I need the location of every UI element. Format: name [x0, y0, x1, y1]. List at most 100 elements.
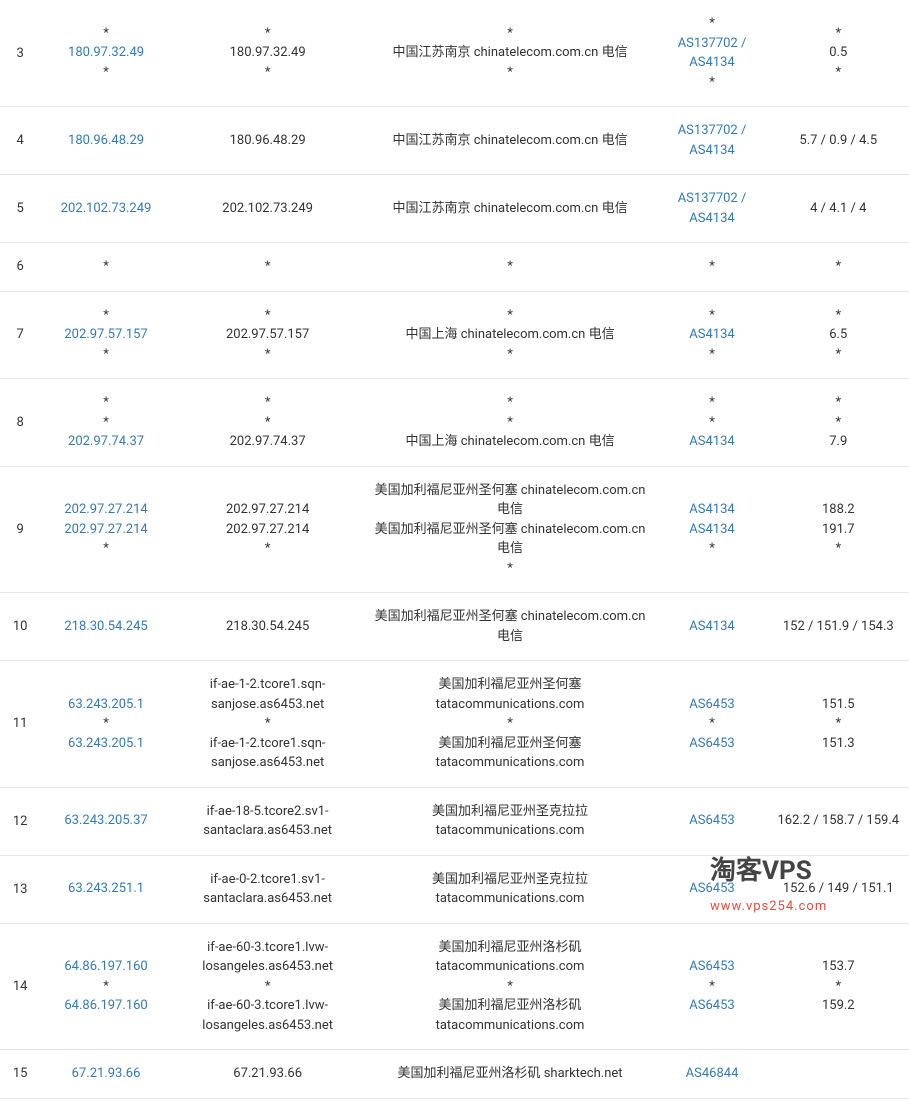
- ip-cell-link[interactable]: 63.243.205.1: [68, 736, 144, 751]
- location-cell-text: 美国加利福尼亚州洛杉矶 tatacommunications.com: [436, 998, 585, 1033]
- asn-cell-link[interactable]: AS4134: [689, 502, 734, 517]
- asn-cell-link[interactable]: AS6453: [689, 881, 734, 896]
- asn-cell-link[interactable]: AS6453: [689, 998, 734, 1013]
- hop-number: 13: [0, 855, 40, 923]
- host-cell: *: [172, 243, 364, 292]
- rtt-cell-text: *: [835, 415, 841, 430]
- location-cell-text: *: [507, 26, 513, 41]
- rtt-cell-text: *: [835, 347, 841, 362]
- asn-cell-text: *: [709, 259, 715, 274]
- asn-cell-link[interactable]: AS4134: [689, 619, 734, 634]
- table-row: 9202.97.27.214202.97.27.214*202.97.27.21…: [0, 466, 909, 593]
- rtt-cell-text: 162.2 / 158.7 / 159.4: [777, 813, 899, 828]
- location-cell-text: *: [507, 716, 513, 731]
- hop-number: 11: [0, 661, 40, 788]
- location-cell: 美国加利福尼亚州圣何塞 chinatelecom.com.cn 电信: [364, 593, 657, 661]
- asn-cell-text: *: [709, 541, 715, 556]
- asn-cell-link[interactable]: AS6453: [689, 813, 734, 828]
- location-cell: *中国上海 chinatelecom.com.cn 电信*: [364, 291, 657, 379]
- ip-cell: * 180.97.32.49 *: [40, 0, 171, 107]
- ip-cell-text: *: [103, 415, 109, 430]
- hop-number: 5: [0, 175, 40, 243]
- ip-cell-text: *: [103, 259, 109, 274]
- ip-cell-link[interactable]: 64.86.197.160: [64, 959, 147, 974]
- asn-cell: AS6453 * AS6453: [656, 923, 767, 1050]
- ip-cell-link[interactable]: 218.30.54.245: [64, 619, 147, 634]
- asn-cell-link[interactable]: AS137702 / AS4134: [678, 123, 747, 158]
- ip-cell-text: *: [103, 395, 109, 410]
- asn-cell-text: *: [709, 347, 715, 362]
- rtt-cell-text: *: [835, 26, 841, 41]
- ip-cell-link[interactable]: 63.243.251.1: [68, 881, 144, 896]
- host-cell-text: *: [265, 395, 271, 410]
- asn-cell-link[interactable]: AS137702 / AS4134: [678, 36, 747, 71]
- location-cell: 美国加利福尼亚州圣克拉拉 tatacommunications.com: [364, 855, 657, 923]
- host-cell-text: 202.97.74.37: [230, 434, 306, 449]
- table-row: 4 180.96.48.29 180.96.48.29 中国江苏南京 chinatel…: [0, 107, 909, 175]
- rtt-cell: *0.5*: [768, 0, 909, 107]
- ip-cell-link[interactable]: 63.243.205.1: [68, 697, 144, 712]
- asn-cell-link[interactable]: AS137702 / AS4134: [678, 191, 747, 226]
- rtt-cell-text: 152.6 / 149 / 151.1: [783, 881, 894, 896]
- host-cell-text: *: [265, 415, 271, 430]
- location-cell-text: 美国加利福尼亚州圣克拉拉 tatacommunications.com: [432, 804, 588, 839]
- location-cell: 美国加利福尼亚州洛杉矶 sharktech.net: [364, 1050, 657, 1099]
- table-row: 13 63.243.251.1 if-ae-0-2.tcore1.sv1-santa…: [0, 855, 909, 923]
- ip-cell-link[interactable]: 202.102.73.249: [61, 201, 152, 216]
- ip-cell-link[interactable]: 202.97.74.37: [68, 434, 144, 449]
- table-row: 6*****: [0, 243, 909, 292]
- location-cell: 美国加利福尼亚州圣何塞 tatacommunications.com*美国加利福…: [364, 661, 657, 788]
- asn-cell-link[interactable]: AS6453: [689, 697, 734, 712]
- host-cell-text: 180.97.32.49: [230, 45, 306, 60]
- asn-cell-text: *: [709, 979, 715, 994]
- asn-cell-text: *: [709, 716, 715, 731]
- hop-number: 4: [0, 107, 40, 175]
- host-cell-text: 67.21.93.66: [233, 1066, 302, 1081]
- asn-cell-link[interactable]: AS4134: [689, 522, 734, 537]
- rtt-cell-text: *: [835, 308, 841, 323]
- ip-cell-text: *: [103, 26, 109, 41]
- hop-number: 14: [0, 923, 40, 1050]
- ip-cell-link[interactable]: 64.86.197.160: [64, 998, 147, 1013]
- host-cell-text: 202.97.27.214: [226, 522, 309, 537]
- ip-cell-link[interactable]: 180.96.48.29: [68, 133, 144, 148]
- rtt-cell-text: 0.5: [829, 45, 847, 60]
- host-cell-text: if-ae-60-3.tcore1.lvw-losangeles.as6453.…: [202, 998, 333, 1033]
- host-cell: if-ae-18-5.tcore2.sv1-santaclara.as6453.…: [172, 787, 364, 855]
- ip-cell-link[interactable]: 202.97.57.157: [64, 327, 147, 342]
- ip-cell-text: *: [103, 347, 109, 362]
- host-cell: if-ae-0-2.tcore1.sv1-santaclara.as6453.n…: [172, 855, 364, 923]
- location-cell-text: 中国江苏南京 chinatelecom.com.cn 电信: [392, 133, 627, 148]
- rtt-cell-text: *: [835, 395, 841, 410]
- asn-cell: **AS4134: [656, 379, 767, 467]
- ip-cell-link[interactable]: 63.243.205.37: [64, 813, 147, 828]
- location-cell-text: 美国加利福尼亚州圣何塞 tatacommunications.com: [436, 736, 585, 771]
- asn-cell-link[interactable]: AS4134: [689, 434, 734, 449]
- asn-cell-text: *: [709, 16, 715, 31]
- location-cell-text: 美国加利福尼亚州圣何塞 chinatelecom.com.cn 电信: [375, 522, 646, 557]
- host-cell: 180.96.48.29: [172, 107, 364, 175]
- ip-cell-link[interactable]: 202.97.27.214: [64, 502, 147, 517]
- asn-cell: AS137702 / AS4134: [656, 175, 767, 243]
- asn-cell-text: *: [709, 308, 715, 323]
- asn-cell-link[interactable]: AS6453: [689, 959, 734, 974]
- rtt-cell-text: 6.5: [829, 327, 847, 342]
- ip-cell-link[interactable]: 202.97.27.214: [64, 522, 147, 537]
- ip-cell: 64.86.197.160*64.86.197.160: [40, 923, 171, 1050]
- asn-cell-link[interactable]: AS6453: [689, 736, 734, 751]
- host-cell: *202.97.57.157*: [172, 291, 364, 379]
- location-cell-text: *: [507, 415, 513, 430]
- table-row: 1163.243.205.1*63.243.205.1if-ae-1-2.tco…: [0, 661, 909, 788]
- ip-cell-link[interactable]: 180.97.32.49: [68, 45, 144, 60]
- rtt-cell-text: *: [835, 716, 841, 731]
- asn-cell-link[interactable]: AS46844: [686, 1066, 739, 1081]
- ip-cell-link[interactable]: 67.21.93.66: [72, 1066, 141, 1081]
- host-cell-text: 180.96.48.29: [230, 133, 306, 148]
- asn-cell-link[interactable]: AS4134: [689, 327, 734, 342]
- rtt-cell-text: *: [835, 979, 841, 994]
- host-cell: if-ae-60-3.tcore1.lvw-losangeles.as6453.…: [172, 923, 364, 1050]
- rtt-cell-text: 7.9: [829, 434, 847, 449]
- ip-cell: * * 202.97.74.37: [40, 379, 171, 467]
- ip-cell-text: *: [103, 65, 109, 80]
- host-cell: 218.30.54.245: [172, 593, 364, 661]
